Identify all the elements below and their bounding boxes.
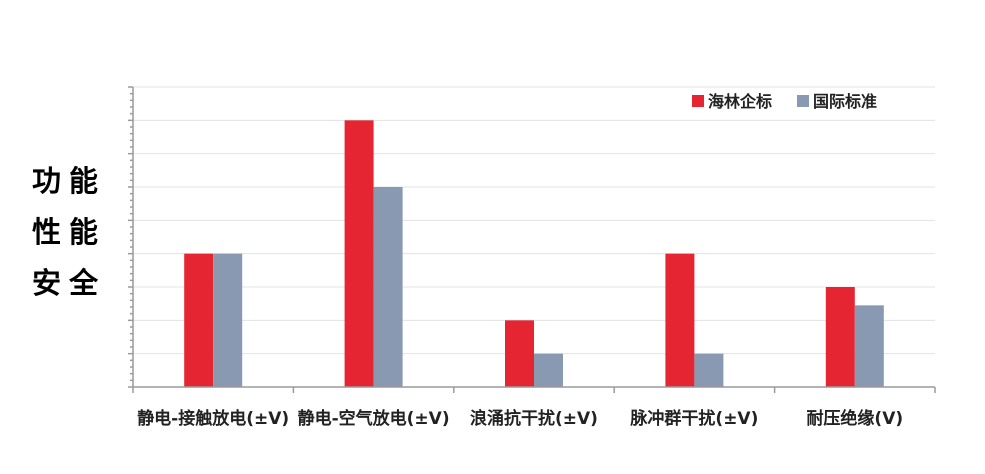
bar-series-a-4 [825, 287, 855, 387]
x-tick-label: 脉冲群干扰(±V) [629, 408, 758, 429]
side-label-function: 功能 [32, 164, 107, 198]
legend: 海林企标 国际标准 [692, 92, 877, 111]
bar-series-b-1 [373, 187, 403, 387]
grid-lines [133, 86, 935, 355]
x-tick-label: 浪涌抗干扰(±V) [470, 408, 598, 429]
category-labels: 静电-接触放电(±V) 静电-空气放电(±V) 浪涌抗干扰(±V) 脉冲群干扰(±V)… [137, 408, 903, 429]
legend-entry: 海林企标 [708, 92, 772, 111]
legend-entry: 国际标准 [813, 92, 877, 111]
bars [184, 120, 884, 387]
legend-swatch [692, 95, 704, 107]
bar-series-a-0 [184, 253, 214, 387]
bar-series-a-3 [665, 253, 695, 387]
bar-series-b-0 [213, 253, 243, 387]
bar-series-b-4 [854, 305, 884, 387]
bar-series-b-2 [534, 353, 563, 387]
x-tick-label: 耐压绝缘(V) [806, 408, 903, 429]
side-label-safety: 安全 [32, 266, 107, 300]
bar-series-a-2 [505, 320, 534, 387]
bar-series-a-1 [344, 120, 374, 387]
side-label-performance: 性能 [32, 215, 107, 249]
legend-swatch [797, 95, 809, 107]
bar-series-b-3 [694, 353, 724, 387]
axes [128, 86, 936, 393]
x-tick-label: 静电-接触放电(±V) [137, 408, 289, 429]
x-tick-label: 静电-空气放电(±V) [298, 408, 450, 429]
